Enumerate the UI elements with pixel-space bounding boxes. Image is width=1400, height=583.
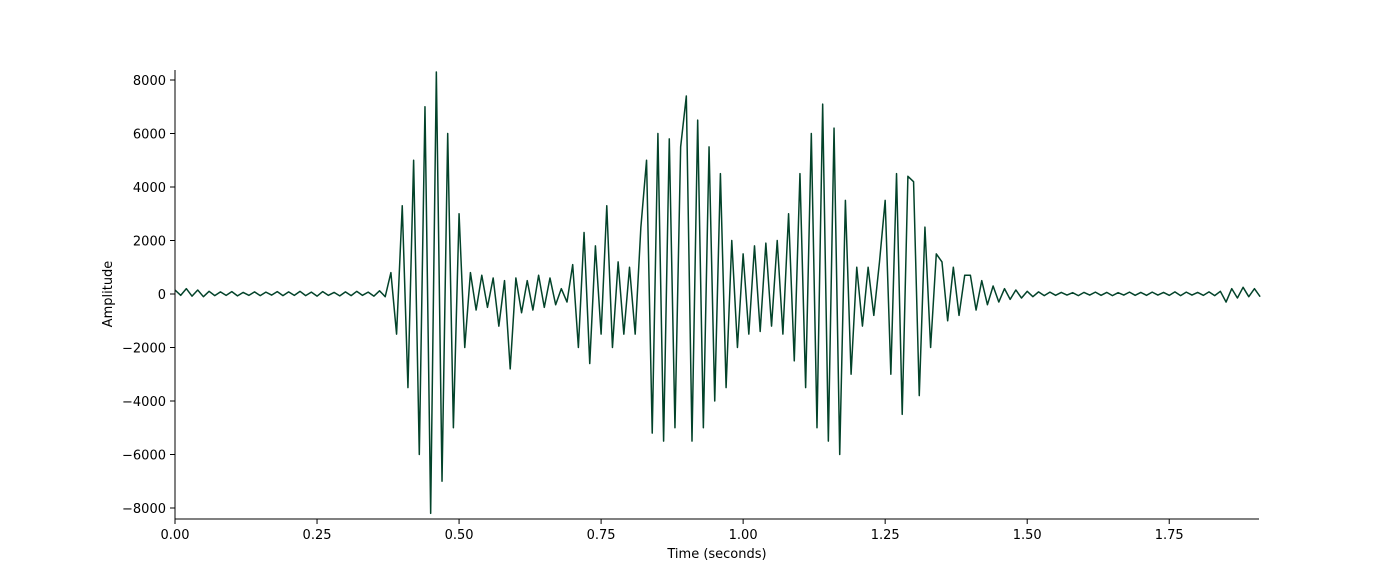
x-tick-label: 0.50: [445, 528, 474, 543]
x-tick-label: 0.00: [161, 528, 190, 543]
y-tick-label: −6000: [122, 449, 166, 464]
x-tick-label: 1.25: [871, 528, 900, 543]
y-tick-label: −2000: [122, 342, 166, 357]
y-axis-label: Amplitude: [101, 261, 116, 328]
y-tick-label: 6000: [133, 128, 166, 143]
waveform: [174, 71, 1261, 515]
y-tick-label: 2000: [133, 235, 166, 250]
x-tick-label: 1.00: [729, 528, 758, 543]
x-tick-label: 0.75: [587, 528, 616, 543]
x-axis-label: Time (seconds): [666, 547, 766, 562]
y-tick-label: −8000: [122, 502, 166, 517]
y-tick-label: 4000: [133, 181, 166, 196]
y-tick-label: −4000: [122, 395, 166, 410]
x-tick-label: 1.50: [1013, 528, 1042, 543]
y-tick-label: 0: [158, 288, 166, 303]
y-tick-label: 8000: [133, 74, 166, 89]
x-tick-label: 1.75: [1155, 528, 1184, 543]
x-tick-label: 0.25: [303, 528, 332, 543]
